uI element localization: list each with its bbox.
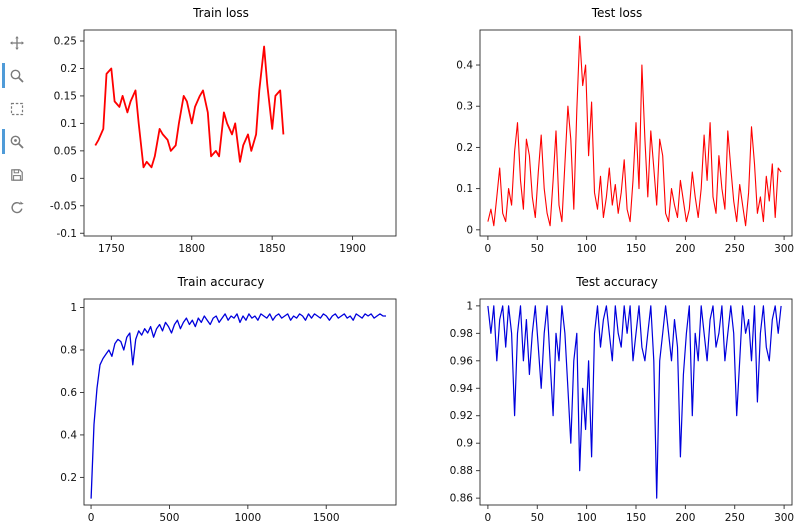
x-tick-label: 50 [531, 243, 544, 255]
y-tick-label: 0.2 [60, 63, 77, 75]
reset-icon [10, 200, 24, 213]
test-loss-chart: Test loss 0 50 100 150 200 250 300 0 0.1 0.2 0.3 0.… [432, 0, 802, 262]
x-tick-label: 1900 [339, 243, 366, 255]
x-tick-label: 1500 [313, 512, 340, 524]
x-tick-label: 1850 [259, 243, 286, 255]
y-tick-label: 0.4 [456, 60, 473, 72]
y-tick-label: 0.3 [456, 101, 473, 113]
data-line [487, 305, 782, 499]
y-tick-label: 0.86 [450, 493, 474, 505]
x-tick-label: 1000 [234, 512, 261, 524]
train-loss-plot-area[interactable]: 1750 1800 1850 1900 -0.1 -0.05 0 0.05 0.1 0.15 0.2… [36, 24, 406, 262]
plot-toolbar [2, 30, 32, 220]
wheel-zoom-icon [10, 135, 24, 149]
data-line [487, 35, 782, 227]
chart-title: Test accuracy [576, 275, 658, 289]
y-tick-label: 0.6 [60, 387, 77, 399]
x-tick-label: 250 [725, 243, 745, 255]
y-tick-label: 0.2 [60, 472, 77, 484]
y-tick-label: 0 [70, 173, 77, 185]
pan-button[interactable] [2, 30, 28, 55]
test-loss-plot-area[interactable]: 0 50 100 150 200 250 300 0 0.1 0.2 0.3 0.4 [432, 24, 802, 262]
x-tick-label: 100 [577, 243, 597, 255]
train-loss-chart: Train loss 1750 1800 1850 1900 -0.1 -0.05 0 0.0… [36, 0, 406, 262]
x-tick-label: 100 [577, 512, 597, 524]
zoom-button[interactable] [2, 63, 28, 88]
charts-grid: Train loss 1750 1800 1850 1900 -0.1 -0.05 0 0.0… [36, 0, 802, 531]
y-tick-label: 0.98 [450, 328, 473, 340]
x-tick-label: 150 [626, 512, 646, 524]
train-accuracy-plot-area[interactable]: 0 500 1000 1500 0.2 0.4 0.6 0.8 1 [36, 293, 406, 531]
y-tick-label: -0.1 [57, 228, 78, 240]
y-tick-label: 0.1 [60, 118, 77, 130]
x-tick-label: 300 [774, 243, 794, 255]
y-tick-label: 0.15 [54, 90, 77, 102]
y-tick-label: 0.9 [456, 438, 473, 450]
y-tick-label: 0 [466, 224, 473, 236]
y-tick-label: 0.2 [456, 142, 473, 154]
y-tick-label: 0.4 [60, 429, 77, 441]
chart-title: Test loss [591, 6, 643, 20]
x-tick-label: 1800 [178, 243, 205, 255]
pan-icon [9, 35, 24, 50]
x-tick-label: 500 [159, 512, 179, 524]
y-tick-label: 0.94 [450, 383, 474, 395]
y-tick-label: 0.92 [450, 410, 473, 422]
y-tick-label: 1 [466, 300, 473, 312]
test-accuracy-plot-area[interactable]: 0 50 100 150 200 250 300 0.86 0.88 0.9 0.92 0.94 0.9… [432, 293, 802, 531]
save-icon [10, 168, 23, 181]
plot-frame [83, 29, 397, 237]
x-tick-label: 1750 [98, 243, 125, 255]
y-tick-label: 0.25 [54, 35, 77, 47]
x-tick-label: 0 [485, 512, 492, 524]
chart-title: Train accuracy [177, 275, 265, 289]
save-button[interactable] [2, 162, 28, 187]
x-tick-label: 0 [88, 512, 95, 524]
y-tick-label: 0.88 [450, 465, 473, 477]
y-tick-label: 0.8 [60, 344, 77, 356]
x-tick-label: 50 [531, 512, 544, 524]
test-accuracy-chart: Test accuracy 0 50 100 150 200 250 300 0.86 0.88… [432, 269, 802, 531]
y-tick-label: 0.1 [456, 183, 473, 195]
wheel-zoom-button[interactable] [2, 129, 28, 154]
zoom-icon [10, 69, 24, 83]
x-tick-label: 250 [725, 512, 745, 524]
chart-title: Train loss [193, 6, 249, 20]
x-tick-label: 200 [675, 512, 695, 524]
data-line [90, 313, 386, 499]
y-tick-label: 0.05 [54, 145, 77, 157]
plot-frame [83, 298, 397, 506]
y-tick-label: -0.05 [50, 200, 77, 212]
x-tick-label: 0 [485, 243, 492, 255]
x-tick-label: 150 [626, 243, 646, 255]
box-zoom-icon [10, 102, 23, 115]
y-tick-label: 1 [70, 302, 77, 314]
reset-button[interactable] [2, 195, 28, 220]
box-zoom-button[interactable] [2, 96, 28, 121]
train-accuracy-chart: Train accuracy 0 500 1000 1500 0.2 0.4 0.6 0.8 1 [36, 269, 406, 531]
data-line [94, 45, 285, 169]
x-tick-label: 300 [774, 512, 794, 524]
y-tick-label: 0.96 [450, 355, 474, 367]
x-tick-label: 200 [675, 243, 695, 255]
